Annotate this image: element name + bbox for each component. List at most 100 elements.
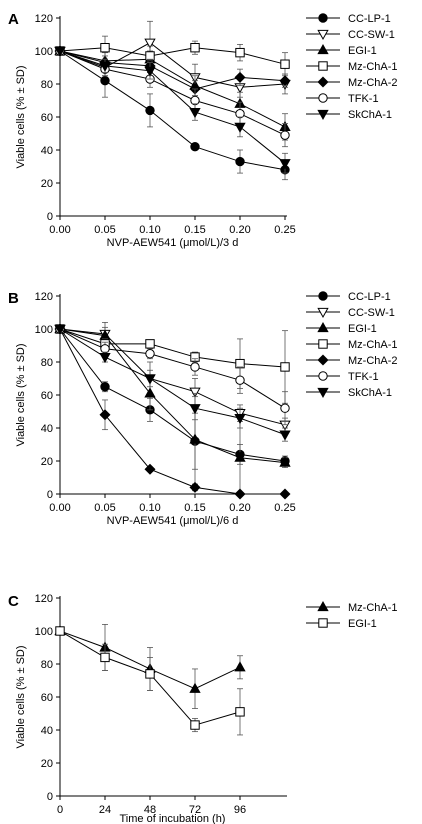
panel-a-y-tick-label: 100 (35, 46, 53, 58)
panel-b-series-mz-cha-1 (55, 324, 290, 404)
legend-label-mz-cha-1: Mz-ChA-1 (348, 61, 398, 73)
panel-b-data-point (189, 481, 201, 493)
legend-marker (317, 600, 329, 612)
panel-c-data-point (190, 720, 200, 730)
legend-marker (318, 339, 328, 349)
panel-b-data-point (279, 430, 291, 441)
legend-marker (317, 307, 329, 319)
panel-c-y-tick-label: 120 (35, 593, 53, 605)
panel-b-y-tick-label: 40 (41, 423, 53, 435)
panel-a-data-point (280, 130, 290, 140)
panel-a-series-line (59, 47, 286, 65)
panel-a-y-tick-label: 60 (41, 112, 53, 124)
panel-b-data-point (145, 339, 155, 349)
legend-label-mz-cha-2: Mz-ChA-2 (348, 77, 398, 89)
panel-c-y-tick-label: 40 (41, 725, 53, 737)
panel-b-series-line (59, 328, 286, 426)
panel-b-data-point (279, 456, 291, 467)
panel-a-data-point (280, 59, 290, 69)
panel-a-letter: A (8, 11, 19, 28)
panel-b-x-tick-label: 0.15 (184, 502, 205, 514)
panel-b-series-line (59, 328, 286, 464)
legend-label-skcha-1: SkChA-1 (348, 109, 392, 121)
legend-label-cc-sw-1: CC-SW-1 (348, 29, 395, 41)
panel-b-series-egi-1 (54, 322, 291, 495)
panel-c-x-axis-label: Time of incubation (h) (120, 813, 226, 824)
panel-a-x-axis-label: NVP-AEW541 (μmol/L)/3 d (107, 237, 239, 249)
panel-b-series-line (59, 328, 286, 462)
legend-marker (317, 387, 329, 399)
panel-c-x-tick-label: 48 (144, 804, 156, 816)
legend-label-egi-1: EGI-1 (348, 323, 377, 335)
panel-a-data-point (190, 142, 200, 152)
panel-a-data-point (279, 159, 291, 170)
panel-b-series-line (59, 328, 286, 368)
panel-a-y-tick-label: 0 (47, 211, 53, 223)
panel-b-data-point (234, 451, 246, 462)
panel-b-series-cc-lp-1 (55, 324, 290, 470)
panel-a-data-point (234, 122, 246, 133)
panel-c-y-tick-label: 60 (41, 692, 53, 704)
panel-b-data-point (145, 349, 155, 359)
panel-a-series-cc-lp-1 (55, 46, 290, 181)
panel-a-series-line (59, 42, 286, 88)
legend-marker (318, 291, 328, 301)
panel-a-data-point (100, 43, 110, 53)
legend-label-mz-cha-1: Mz-ChA-1 (348, 339, 398, 351)
panel-a-x-tick-label: 0.05 (94, 224, 115, 236)
panel-b-data-point (234, 488, 246, 500)
panel-b-y-tick-label: 0 (47, 489, 53, 501)
panel-c-series-egi-1 (55, 626, 245, 736)
legend-marker (318, 13, 328, 23)
legend-marker (317, 354, 329, 366)
panel-b-data-point (280, 403, 290, 413)
panel-a-data-point (144, 66, 156, 77)
panel-c-x-tick-label: 96 (234, 804, 246, 816)
panel-b-data-point (99, 352, 111, 364)
panel-b-y-axis-label: Viable cells (% ± SD) (15, 343, 27, 446)
legend-marker (318, 618, 328, 628)
legend-marker (317, 29, 329, 41)
panel-b-series-line (59, 328, 285, 495)
panel-c-x-tick-label: 0 (57, 804, 63, 816)
panel-c-data-point (234, 661, 246, 672)
panel-c-legend: Mz-ChA-1 EGI-1 (306, 600, 398, 630)
panel-b-legend: CC-LP-1 CC-SW-1 EGI-1 Mz-ChA-1 Mz-ChA-2 TFK-1… (306, 291, 398, 399)
panel-b-series-line (59, 328, 286, 409)
panel-b-data-point (54, 324, 66, 336)
panel-b-letter: B (8, 290, 19, 307)
legend-marker (317, 76, 329, 88)
panel-a-data-point (100, 76, 110, 86)
panel-a-series-skcha-1 (54, 46, 291, 174)
legend-label-mz-cha-2: Mz-ChA-2 (348, 355, 398, 367)
panel-a-data-point (99, 61, 111, 72)
panel-b-data-point (190, 362, 200, 372)
panel-c-data-point (55, 626, 65, 636)
panel-b-x-tick-label: 0.10 (139, 502, 160, 514)
legend-label-cc-lp-1: CC-LP-1 (348, 13, 391, 25)
panel-a-series-line (59, 50, 286, 171)
panel-c-y-tick-label: 80 (41, 659, 53, 671)
legend-marker (317, 321, 329, 333)
panel-c-data-point (235, 707, 245, 717)
panel-a-series-line (59, 50, 286, 90)
legend-marker (317, 109, 329, 121)
panel-b-series-tfk-1 (55, 324, 290, 426)
panel-a-data-point (145, 105, 155, 116)
panel-a: A 0 20 40 60 80 100 120 0.00 0.05 0.10 0.15 0.20 0.25… (8, 11, 398, 249)
panel-b-x-tick-label: 0.00 (49, 502, 70, 514)
panel-a-data-point (234, 71, 246, 83)
legend-label-cc-sw-1: CC-SW-1 (348, 307, 395, 319)
legend-marker (317, 43, 329, 55)
panel-a-series-line (59, 50, 286, 136)
panel-a-x-tick-label: 0.25 (274, 224, 295, 236)
panel-c: C 0 20 40 60 80 100 120 0 24 48 72 96 Time of incubat… (8, 593, 398, 824)
panel-a-data-point (189, 107, 201, 119)
panel-b: B 0 20 40 60 80 100 120 0.00 0.05 0.10 0.15 0.20 0.25… (8, 290, 398, 527)
panel-a-data-point (279, 75, 291, 87)
legend-label-egi-1: EGI-1 (348, 45, 377, 57)
panel-b-data-point (189, 387, 201, 398)
panel-c-data-point (189, 682, 201, 693)
panel-a-legend: CC-LP-1 CC-SW-1 EGI-1 Mz-ChA-1 Mz-ChA-2 TFK-1… (306, 13, 398, 121)
panel-a-x-tick-label: 0.20 (229, 224, 250, 236)
